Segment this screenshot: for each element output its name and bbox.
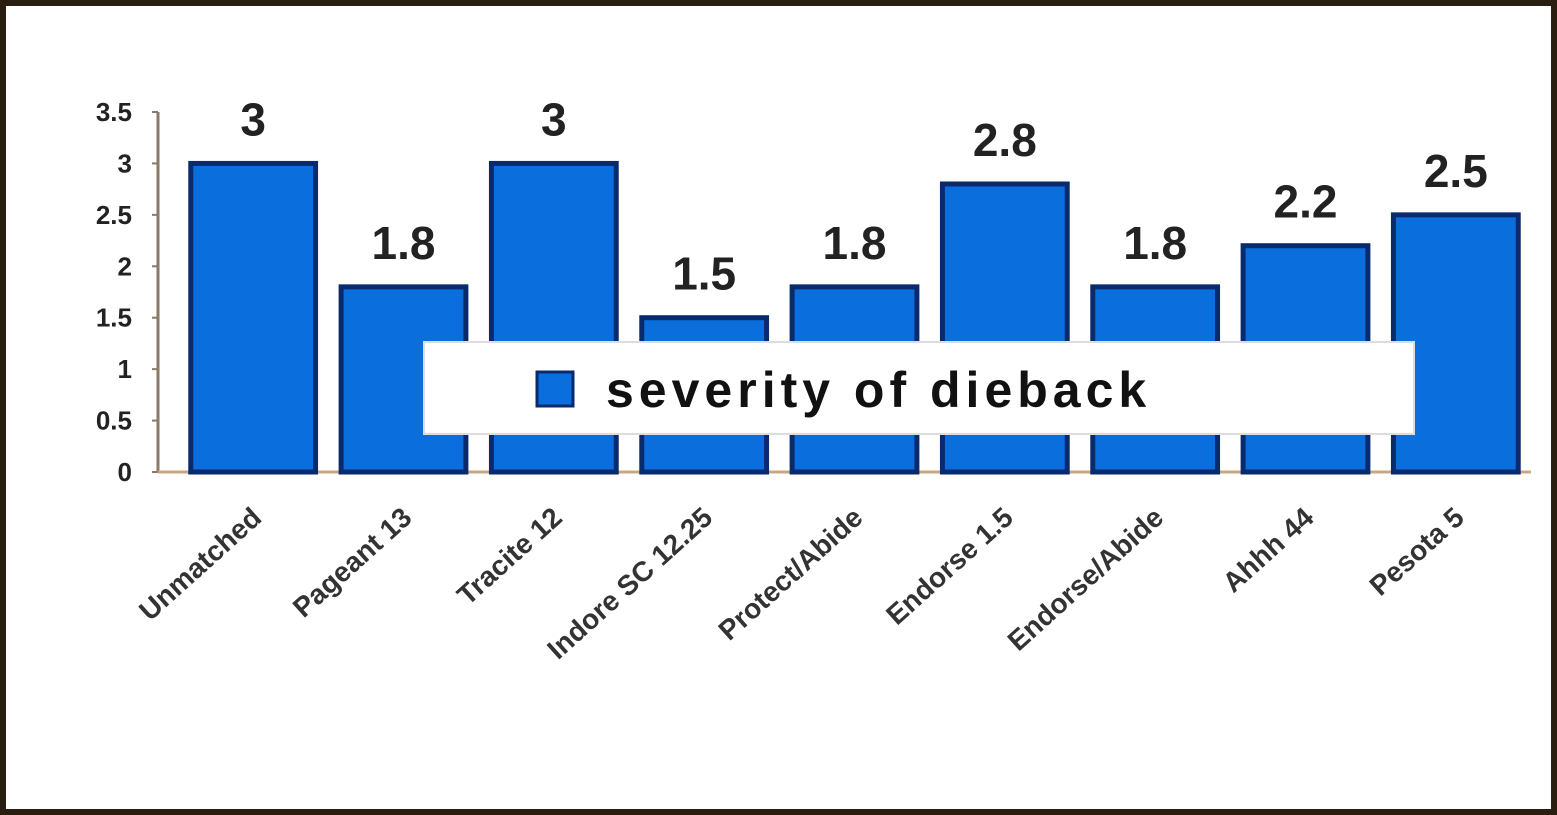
data-label-2: 1.8 (372, 217, 436, 269)
x-tick-label-9: Pesota 5 (1364, 501, 1470, 601)
data-label-8: 2.2 (1274, 176, 1338, 228)
y-tick-label: 0 (118, 457, 132, 487)
legend-box (423, 341, 1415, 435)
data-label-1: 3 (240, 93, 266, 145)
data-label-4: 1.5 (672, 248, 736, 300)
x-tick-label-1: Unmatched (133, 501, 267, 626)
x-tick-label-7: Endorse/Abide (1002, 501, 1170, 656)
y-tick-label: 1.5 (96, 303, 132, 333)
bar-1 (188, 160, 319, 475)
legend: severity of dieback (423, 341, 1415, 435)
chart-frame: 0 0.5 1 1.5 2 2.5 3 3.5 3 1.8 3 1.5 1.8 2.8 1.8 2.2 2.5… (6, 6, 1551, 809)
data-label-5: 1.8 (823, 217, 887, 269)
y-tick-label: 3.5 (96, 97, 132, 127)
data-label-3: 3 (541, 93, 567, 145)
y-tick-label: 1 (118, 354, 132, 384)
x-tick-label-3: Tracite 12 (451, 501, 568, 610)
x-tick-label-4: Indore SC 12.25 (541, 501, 718, 665)
y-tick-label: 0.5 (96, 406, 132, 436)
x-tick-label-2: Pageant 13 (287, 501, 418, 623)
data-label-6: 2.8 (973, 114, 1037, 166)
legend-label: severity of dieback (606, 362, 1151, 418)
data-label-7: 1.8 (1123, 217, 1187, 269)
data-labels: 3 1.8 3 1.5 1.8 2.8 1.8 2.2 2.5 (240, 93, 1487, 299)
y-tick-label: 2.5 (96, 200, 132, 230)
x-tick-label-6: Endorse 1.5 (880, 501, 1019, 630)
y-ticks: 0 0.5 1 1.5 2 2.5 3 3.5 (96, 97, 158, 487)
bar-chart: 0 0.5 1 1.5 2 2.5 3 3.5 3 1.8 3 1.5 1.8 2.8 1.8 2.2 2.5… (96, 93, 1531, 665)
y-tick-label: 3 (118, 148, 132, 178)
x-tick-label-5: Protect/Abide (712, 501, 868, 646)
data-label-9: 2.5 (1424, 145, 1488, 197)
legend-swatch (535, 370, 575, 408)
y-tick-label: 2 (118, 251, 132, 281)
x-tick-label-8: Ahhh 44 (1217, 501, 1320, 598)
